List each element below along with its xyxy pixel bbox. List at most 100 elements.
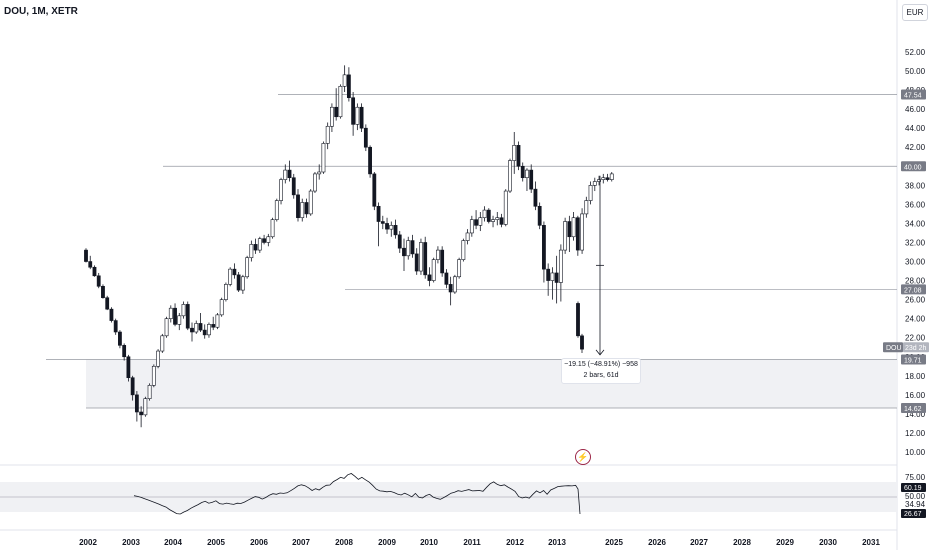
candle-body <box>419 242 423 272</box>
candle-body <box>448 284 453 293</box>
time-tick-label: 2026 <box>648 538 666 547</box>
candle-body <box>588 185 593 201</box>
time-tick-label: 2005 <box>207 538 225 547</box>
candle-body <box>342 74 347 87</box>
candle-body <box>334 106 339 118</box>
rsi-tag-label: 26.67 <box>904 511 922 518</box>
time-tick-label: 2012 <box>506 538 524 547</box>
price-tick-label: 16.00 <box>905 391 926 400</box>
level-tag <box>901 354 926 365</box>
candle-body <box>232 268 237 276</box>
time-tick-label: 2008 <box>335 538 353 547</box>
measure-arrow-head <box>595 349 605 356</box>
price-tick-label: 46.00 <box>905 105 926 114</box>
candle-body <box>393 225 398 236</box>
level-tag-label: 40.00 <box>904 164 922 171</box>
candle-body <box>554 272 559 283</box>
candle-body <box>330 106 334 127</box>
price-tick-label: 26.00 <box>905 296 926 305</box>
candle-body <box>253 244 258 251</box>
candle-body <box>601 177 606 180</box>
candle-body <box>580 213 584 251</box>
candle-body <box>126 356 131 379</box>
currency-button[interactable]: EUR <box>902 4 928 21</box>
time-tick-label: 2009 <box>378 538 396 547</box>
candle-body <box>592 181 597 186</box>
measure-bars-text: 2 bars, 61d <box>583 372 619 379</box>
candle-body <box>151 365 156 386</box>
price-tick-label: 10.00 <box>905 448 926 457</box>
demand-zone-layer <box>86 359 897 408</box>
candle-body <box>491 219 495 222</box>
candle-body <box>486 209 491 222</box>
time-tick-label: 2010 <box>420 538 438 547</box>
candle-body <box>219 299 224 316</box>
candle-body <box>355 106 360 125</box>
time-tick-label: 2029 <box>776 538 794 547</box>
candle-body <box>211 324 216 328</box>
price-axis: 52.0050.0048.0046.0044.0042.0040.0038.00… <box>905 48 926 457</box>
candle-body <box>533 188 538 207</box>
candle-body <box>516 145 521 167</box>
candle-body <box>457 259 462 278</box>
candle-body <box>597 179 601 182</box>
candle-body <box>240 276 245 291</box>
candle-body <box>423 242 428 276</box>
price-tick-label: 34.00 <box>905 219 926 228</box>
candle-body <box>542 225 546 270</box>
candle-body <box>118 331 122 346</box>
time-tick-label: 2030 <box>819 538 837 547</box>
level-tag-label: 47.54 <box>904 92 922 99</box>
rsi-tick-label: 50.00 <box>905 492 926 501</box>
candle-body <box>410 240 415 255</box>
candle-body <box>257 238 262 251</box>
candle-body <box>363 127 368 148</box>
candle-body <box>385 223 389 230</box>
candle-body <box>525 169 529 179</box>
candle-body <box>372 173 377 207</box>
candle-body <box>270 219 275 238</box>
candle-body <box>512 145 517 161</box>
candle-body <box>88 261 93 268</box>
candle-body <box>283 169 288 180</box>
candle-body <box>109 308 114 321</box>
price-tags: 47.54 40.00 27.08 19.71 14.62 DOU 23d 2h <box>883 89 929 413</box>
candle-body <box>313 173 317 192</box>
price-tick-label: 50.00 <box>905 67 926 76</box>
candle-body <box>245 257 250 278</box>
candle-body <box>296 194 300 219</box>
candle-body <box>249 244 254 259</box>
time-tick-label: 2007 <box>292 538 310 547</box>
candle-body <box>499 217 504 225</box>
candle-body <box>380 221 385 224</box>
price-tick-label: 12.00 <box>905 429 926 438</box>
candle-body <box>503 190 508 225</box>
candle-body <box>338 85 343 118</box>
time-tick-label: 2031 <box>862 538 880 547</box>
candle-body <box>96 275 101 287</box>
symbol-tag-label: DOU <box>886 345 902 352</box>
candle-body <box>346 74 351 99</box>
candle-body <box>215 314 220 328</box>
rsi-tag <box>901 509 926 518</box>
candle-body <box>168 307 173 319</box>
candle-body <box>228 268 233 285</box>
candle-body <box>575 217 580 251</box>
candle-body <box>376 205 381 222</box>
candle-body <box>173 307 177 325</box>
candle-body <box>567 221 572 238</box>
level-tag-label: 19.71 <box>904 358 922 365</box>
measure-change-text: −19.15 (−48.91%) −958 <box>564 361 638 368</box>
candle-body <box>177 315 182 325</box>
candle-body <box>609 173 614 180</box>
candle-body <box>482 209 487 219</box>
candle-body <box>156 350 160 367</box>
candle-body <box>321 143 326 173</box>
candle-body <box>139 411 144 416</box>
candle-body <box>224 284 228 300</box>
candle-body <box>130 377 135 396</box>
lightning-icon[interactable]: ⚡ <box>575 449 591 465</box>
price-tick-label: 38.00 <box>905 181 926 190</box>
level-tag-label: 27.08 <box>904 287 922 294</box>
